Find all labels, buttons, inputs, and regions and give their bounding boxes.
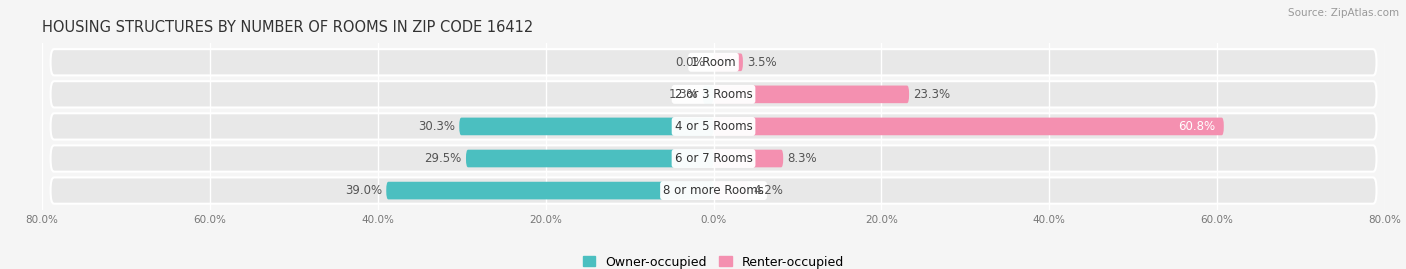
Text: 8 or more Rooms: 8 or more Rooms [664,184,763,197]
FancyBboxPatch shape [460,118,713,135]
FancyBboxPatch shape [51,145,1376,172]
Text: 4 or 5 Rooms: 4 or 5 Rooms [675,120,752,133]
Text: 4.2%: 4.2% [754,184,783,197]
FancyBboxPatch shape [51,113,1376,140]
Text: 29.5%: 29.5% [425,152,461,165]
Text: Source: ZipAtlas.com: Source: ZipAtlas.com [1288,8,1399,18]
Text: 23.3%: 23.3% [914,88,950,101]
Text: 39.0%: 39.0% [344,184,382,197]
Text: HOUSING STRUCTURES BY NUMBER OF ROOMS IN ZIP CODE 16412: HOUSING STRUCTURES BY NUMBER OF ROOMS IN… [42,20,533,35]
Text: 1.3%: 1.3% [669,88,699,101]
FancyBboxPatch shape [713,54,742,71]
FancyBboxPatch shape [387,182,713,199]
Text: 60.8%: 60.8% [1178,120,1215,133]
Text: 6 or 7 Rooms: 6 or 7 Rooms [675,152,752,165]
FancyBboxPatch shape [51,49,1376,75]
FancyBboxPatch shape [713,150,783,167]
FancyBboxPatch shape [465,150,713,167]
FancyBboxPatch shape [713,182,749,199]
FancyBboxPatch shape [51,178,1376,204]
FancyBboxPatch shape [713,86,910,103]
Text: 0.0%: 0.0% [675,56,706,69]
FancyBboxPatch shape [713,118,1223,135]
FancyBboxPatch shape [51,81,1376,108]
Text: 2 or 3 Rooms: 2 or 3 Rooms [675,88,752,101]
Text: 30.3%: 30.3% [418,120,456,133]
Text: 3.5%: 3.5% [747,56,776,69]
Legend: Owner-occupied, Renter-occupied: Owner-occupied, Renter-occupied [578,251,849,269]
Text: 1 Room: 1 Room [692,56,735,69]
FancyBboxPatch shape [703,86,713,103]
Text: 8.3%: 8.3% [787,152,817,165]
